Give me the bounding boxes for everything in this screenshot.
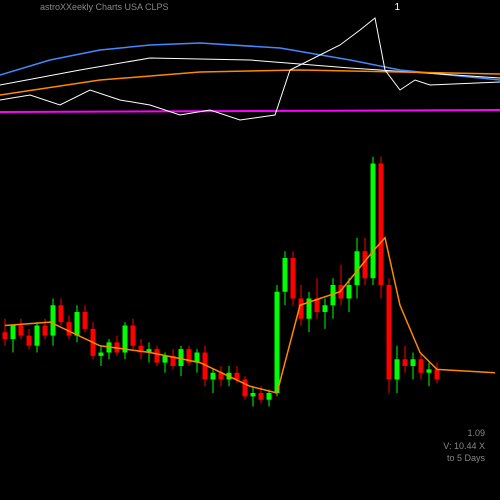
info-price: 1.09 xyxy=(443,427,485,440)
chart-title: astroXXeekly Charts USA CLPS xyxy=(40,2,169,12)
stock-chart: astroXXeekly Charts USA CLPS 1 1.09 V: 1… xyxy=(0,0,500,500)
info-volume: V: 10.44 X xyxy=(443,440,485,453)
info-box: 1.09 V: 10.44 X to 5 Days xyxy=(443,427,485,465)
corner-number: 1 xyxy=(394,2,400,13)
info-period: to 5 Days xyxy=(443,452,485,465)
chart-svg xyxy=(0,0,500,500)
